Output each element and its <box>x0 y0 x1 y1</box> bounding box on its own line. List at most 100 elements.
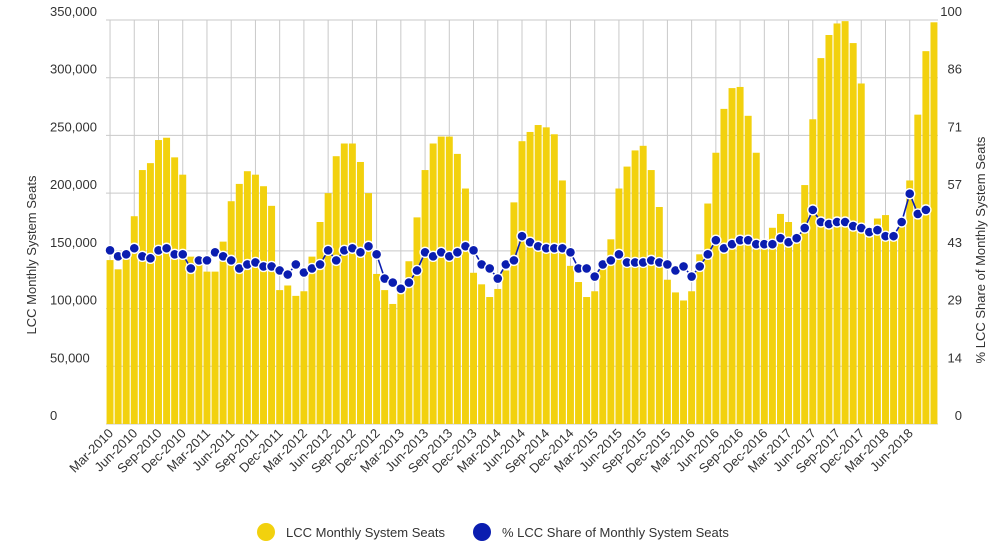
y-right-tick-label: 0 <box>955 408 962 423</box>
bar <box>631 150 639 425</box>
bar <box>300 291 308 424</box>
bar <box>566 265 574 424</box>
bar <box>736 86 744 424</box>
bar <box>655 206 663 424</box>
share-point <box>354 246 367 259</box>
share-point <box>314 258 326 271</box>
share-point <box>483 262 496 275</box>
y-left-tick-label: 100,000 <box>50 293 97 308</box>
line-layer <box>104 188 932 295</box>
bar <box>130 216 138 424</box>
bar <box>688 291 696 424</box>
bar <box>437 136 445 424</box>
bar <box>768 227 776 424</box>
share-point <box>904 188 916 200</box>
bar <box>453 153 461 424</box>
bar <box>155 140 162 424</box>
legend-label-share: % LCC Share of Monthly System Seats <box>502 525 729 540</box>
bar <box>663 279 671 424</box>
share-point <box>395 282 407 295</box>
bar <box>421 170 429 424</box>
share-point <box>144 252 157 265</box>
legend-marker-seats <box>257 523 275 541</box>
bar <box>728 88 736 425</box>
bar <box>873 218 881 424</box>
bar <box>890 235 898 424</box>
bar <box>898 224 906 424</box>
bar <box>179 174 187 424</box>
share-point <box>516 230 528 242</box>
share-point <box>564 246 577 259</box>
bar <box>171 157 179 425</box>
bar <box>203 271 211 424</box>
bar <box>106 260 114 424</box>
y-right-tick-label: 100 <box>940 4 962 19</box>
bar <box>146 163 154 425</box>
bar <box>785 222 793 424</box>
share-point <box>120 248 132 261</box>
legend: LCC Monthly System Seats % LCC Share of … <box>257 523 729 541</box>
y-right-tick-label: 43 <box>948 235 962 250</box>
bar <box>882 215 889 424</box>
bar <box>429 143 437 424</box>
bar <box>268 205 276 424</box>
share-point <box>403 276 415 289</box>
bar <box>211 271 219 424</box>
share-point <box>871 224 884 236</box>
y-left-tick-label: 50,000 <box>50 350 90 365</box>
bar <box>542 127 550 424</box>
bar <box>348 143 356 424</box>
y-left-tick-label: 150,000 <box>50 235 97 250</box>
share-point <box>508 254 520 267</box>
bar <box>720 108 728 424</box>
bar <box>672 292 679 424</box>
bar <box>397 290 405 424</box>
bar <box>930 22 938 425</box>
share-point <box>104 244 116 256</box>
bar <box>316 222 324 424</box>
bar <box>219 241 227 424</box>
share-point <box>387 276 399 289</box>
share-point <box>920 204 932 216</box>
bar <box>235 183 243 424</box>
bar <box>502 270 510 424</box>
y-left-tick-label: 300,000 <box>50 62 97 77</box>
bar <box>744 115 752 424</box>
legend-label-seats: LCC Monthly System Seats <box>286 525 445 540</box>
bar <box>696 254 704 424</box>
bar <box>308 256 316 424</box>
bar <box>486 297 494 424</box>
bar <box>138 170 146 424</box>
bar <box>849 43 857 424</box>
share-point <box>492 272 504 285</box>
bar <box>922 51 930 425</box>
bar <box>470 272 478 424</box>
share-point <box>128 242 140 254</box>
share-point <box>322 244 334 256</box>
y-right-tick-label: 86 <box>948 62 962 77</box>
bar <box>906 180 914 424</box>
share-point <box>895 216 908 228</box>
share-point <box>790 232 803 244</box>
share-point <box>710 234 722 246</box>
bar <box>163 137 171 425</box>
share-point <box>694 260 706 273</box>
y-right-tick-label: 14 <box>948 350 962 365</box>
share-point <box>370 248 383 261</box>
bar <box>276 290 284 424</box>
share-point <box>677 260 690 273</box>
bar <box>510 202 518 424</box>
bar <box>260 186 267 424</box>
bar <box>801 185 809 424</box>
bar <box>340 143 348 424</box>
bar <box>817 58 825 424</box>
bar <box>389 303 397 424</box>
share-point <box>661 258 674 271</box>
bar <box>777 213 784 424</box>
share-point <box>766 238 779 250</box>
share-point <box>411 264 423 277</box>
bar <box>356 161 364 424</box>
y-right-tick-label: 29 <box>948 293 962 308</box>
